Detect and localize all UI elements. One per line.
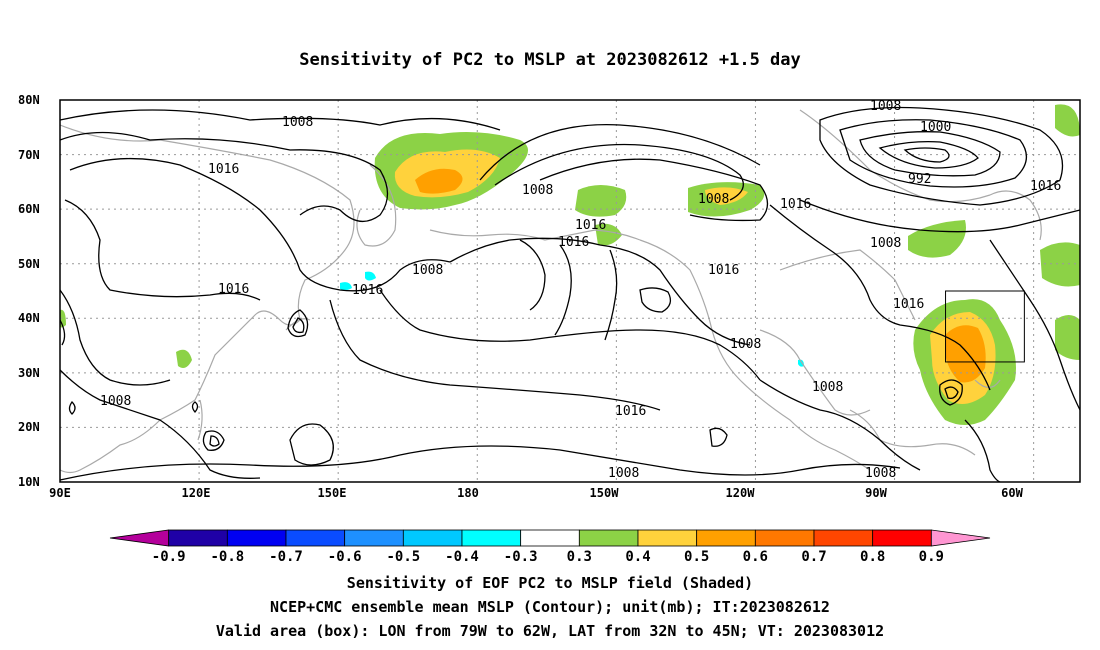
lat-label: 70N [18,148,40,162]
colorbar-swatch [578,529,639,547]
lon-label: 180 [457,486,479,500]
lat-axis-labels: 80N 70N 60N 50N 40N 30N 20N 10N [18,93,40,489]
colorbar-tick-label: 0.7 [801,549,826,565]
mslp-contours [59,106,1081,483]
contour-label: 992 [908,172,931,187]
colorbar-tick-label: 0.5 [684,549,709,565]
contour-labels: 1008 1000 992 1016 1008 1016 1008 1016 1… [100,99,1061,481]
colorbar-tick-label: -0.9 [152,549,186,565]
contour-label: 1008 [870,236,901,251]
contour-label: 1016 [352,283,383,298]
lon-label: 120W [726,486,756,500]
caption-line-2: NCEP+CMC ensemble mean MSLP (Contour); u… [270,598,830,616]
contour-label: 1008 [608,466,639,481]
colorbar-tick-label: -0.8 [210,549,244,565]
lon-label: 150E [318,486,347,500]
shade-cyan-area [798,359,804,367]
colorbar-tick-label: 0.6 [743,549,768,565]
contour-label: 1008 [698,192,729,207]
contour-label: 1016 [208,162,239,177]
colorbar-swatch [520,529,580,547]
lat-label: 50N [18,257,40,271]
caption-line-1: Sensitivity of EOF PC2 to MSLP field (Sh… [346,574,754,592]
shade-green-area [908,220,966,258]
lon-axis-labels: 90E 120E 150E 180 150W 120W 90W 60W [49,486,1023,500]
colorbar-swatch [754,529,815,547]
colorbar-swatch [344,529,404,547]
colorbar-swatch [696,529,756,547]
shade-green-area [1055,104,1080,137]
map-title: Sensitivity of PC2 to MSLP at 2023082612… [299,50,801,70]
contour-label: 1016 [780,197,811,212]
colorbar-swatch [872,529,932,547]
map-frame [59,99,1081,483]
colorbar-tick-label: -0.7 [269,549,303,565]
shade-green-area [575,185,627,217]
colorbar-swatch [402,529,463,547]
colorbar-tick-label: -0.6 [328,549,362,565]
lon-label: 120E [182,486,211,500]
contour-label: 1016 [615,404,646,419]
colorbar-swatch [168,529,228,547]
contour-label: 1008 [282,115,313,130]
coastlines [59,109,1042,474]
lat-lon-grid [60,100,1080,482]
contour-label: 1016 [893,297,924,312]
colorbar-swatch [813,529,874,547]
contour-label: 1016 [558,235,589,250]
lat-label: 10N [18,475,40,489]
contour-label: 1008 [865,466,896,481]
contour-label: 1016 [575,218,606,233]
colorbar-swatch [285,529,346,547]
lat-label: 80N [18,93,40,107]
shade-green-area [1055,315,1080,360]
contour-label: 1008 [812,380,843,395]
valid-area-box [945,290,1025,363]
colorbar-tick-label: 0.9 [919,549,944,565]
lat-label: 40N [18,311,40,325]
colorbar-tick-label: 0.8 [860,549,885,565]
shade-green-area [176,349,192,368]
lat-label: 20N [18,420,40,434]
colorbar-swatch [226,529,287,547]
lon-label: 90E [49,486,71,500]
shade-cyan-area [340,282,352,291]
colorbar: -0.9 -0.8 -0.7 -0.6 -0.5 -0.4 -0.3 0.3 0.4 0.5 0.6… [109,529,991,565]
contour-label: 1008 [412,263,443,278]
shade-yellow-area [705,187,748,205]
shade-green-area [1040,242,1080,287]
shade-orange-area [415,168,463,194]
lat-label: 30N [18,366,40,380]
colorbar-tick-label: -0.3 [504,549,538,565]
lat-label: 60N [18,202,40,216]
shade-cyan-area [365,271,376,281]
contour-label: 1008 [100,394,131,409]
colorbar-tick-label: 0.3 [567,549,592,565]
lon-label: 60W [1001,486,1023,500]
colorbar-tick-label: -0.4 [445,549,479,565]
contour-label: 1016 [1030,179,1061,194]
contour-label: 1016 [218,282,249,297]
colorbar-swatch [109,529,170,547]
contour-label: 1008 [730,337,761,352]
contour-label: 1008 [870,99,901,114]
colorbar-tick-label: -0.5 [386,549,420,565]
colorbar-swatch [461,529,522,547]
shade-orange-area [945,325,986,383]
colorbar-swatch [637,529,698,547]
lon-label: 90W [865,486,887,500]
colorbar-swatch [930,529,991,547]
contour-label: 1008 [522,183,553,198]
colorbar-tick-label: 0.4 [625,549,650,565]
contour-label: 1000 [920,120,951,135]
caption-line-3: Valid area (box): LON from 79W to 62W, L… [215,622,885,640]
contour-label: 1016 [708,263,739,278]
lon-label: 150W [590,486,620,500]
shade-green-area [595,223,622,246]
